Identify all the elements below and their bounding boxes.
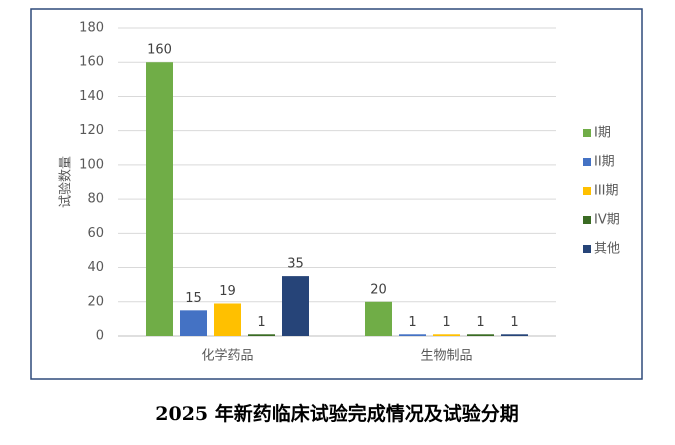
data-label: 19	[219, 284, 236, 299]
legend-label: 其他	[594, 242, 620, 257]
x-tick-label: 生物制品	[420, 349, 472, 364]
y-tick-label: 20	[87, 294, 104, 309]
data-label: 20	[370, 282, 387, 297]
bar	[180, 310, 207, 336]
bar	[248, 334, 275, 336]
bar	[214, 303, 241, 336]
y-tick-label: 80	[87, 192, 104, 207]
data-label: 1	[408, 315, 416, 330]
y-tick-label: 160	[79, 55, 104, 70]
bar	[467, 334, 494, 336]
caption: 2025 年新药临床试验完成情况及试验分期	[155, 402, 519, 425]
y-tick-label: 100	[79, 157, 104, 172]
bar	[501, 334, 528, 336]
legend-swatch	[583, 187, 591, 195]
x-tick-label: 化学药品	[201, 348, 253, 364]
y-tick-label: 60	[87, 226, 104, 241]
legend-swatch	[583, 129, 591, 137]
bar	[365, 301, 392, 336]
y-tick-label: 40	[87, 260, 104, 275]
data-label: 160	[147, 43, 172, 58]
bar	[146, 62, 173, 336]
chart-frame	[30, 8, 643, 380]
bar	[282, 276, 309, 336]
data-label: 1	[257, 315, 265, 330]
y-axis-label: 试验数量	[58, 156, 74, 208]
legend-label: I期	[594, 126, 611, 141]
legend-label: IV期	[594, 213, 620, 228]
legend-swatch	[583, 158, 591, 166]
bar	[399, 334, 426, 336]
data-label: 1	[510, 315, 518, 330]
y-tick-label: 140	[79, 89, 104, 104]
y-tick-label: 0	[96, 329, 104, 344]
data-label: 35	[287, 257, 304, 272]
legend-swatch	[583, 245, 591, 253]
data-label: 1	[476, 315, 484, 330]
data-label: 15	[185, 291, 202, 306]
y-tick-label: 120	[79, 123, 104, 138]
data-label: 1	[442, 315, 450, 330]
legend-swatch	[583, 216, 591, 224]
legend-label: III期	[594, 184, 619, 199]
legend-label: II期	[594, 155, 615, 170]
y-tick-label: 180	[79, 21, 104, 36]
bar	[433, 334, 460, 336]
